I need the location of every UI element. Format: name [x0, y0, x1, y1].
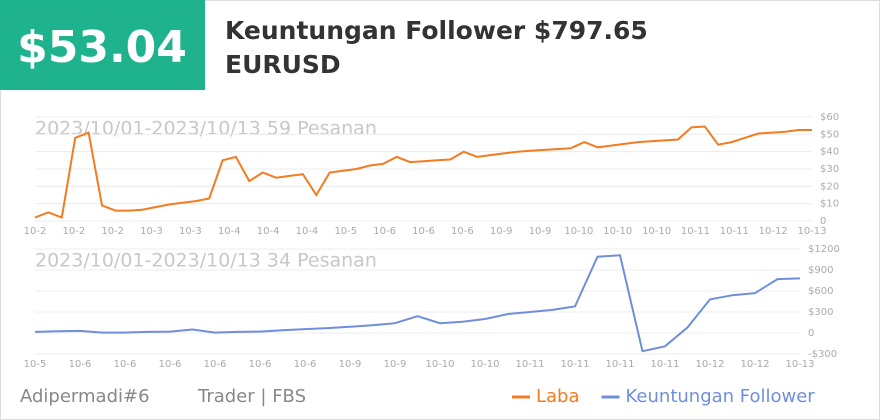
- x-tick-label: 10-11: [720, 226, 749, 237]
- x-tick-label: 10-13: [797, 226, 826, 237]
- x-tick-label: 10-3: [179, 226, 202, 237]
- x-tick-label: 10-5: [334, 226, 357, 237]
- y-tick-label: $50: [820, 129, 839, 140]
- chart-subtitle: 2023/10/01-2023/10/13 59 Pesanan: [35, 118, 377, 140]
- x-tick-label: 10-10: [642, 226, 671, 237]
- chart-subtitle: 2023/10/01-2023/10/13 34 Pesanan: [35, 250, 377, 272]
- amount: $53.04: [17, 22, 187, 73]
- x-tick-label: 10-6: [373, 226, 396, 237]
- x-tick-label: 10-9: [339, 359, 362, 370]
- y-tick-label: 0: [820, 216, 826, 227]
- y-tick-label: $40: [820, 147, 839, 158]
- x-tick-label: 10-13: [785, 359, 814, 370]
- user: Adipermadi#6: [20, 386, 150, 407]
- x-tick-label: 10-9: [490, 226, 513, 237]
- role: Trader | FBS: [197, 386, 306, 407]
- y-tick-label: $900: [808, 265, 833, 276]
- y-tick-label: $30: [820, 164, 839, 175]
- x-tick-label: 10-4: [296, 226, 319, 237]
- symbol: EURUSD: [225, 50, 341, 79]
- x-tick-label: 10-3: [140, 226, 163, 237]
- x-tick-label: 10-6: [114, 359, 137, 370]
- x-tick-label: 10-11: [681, 226, 710, 237]
- y-tick-label: $1200: [808, 244, 840, 255]
- x-tick-label: 10-9: [384, 359, 407, 370]
- series-line: [34, 254, 801, 353]
- x-tick-label: 10-11: [515, 359, 544, 370]
- x-tick-label: 10-4: [218, 226, 241, 237]
- x-tick-label: 10-2: [24, 226, 47, 237]
- x-tick-label: 10-6: [451, 226, 474, 237]
- x-tick-label: 10-9: [529, 226, 552, 237]
- x-tick-label: 10-10: [425, 359, 454, 370]
- y-tick-label: $10: [820, 199, 839, 210]
- y-tick-label: $600: [808, 286, 833, 297]
- legend-label: Keuntungan Follower: [626, 386, 816, 407]
- x-tick-label: 10-12: [695, 359, 724, 370]
- y-tick-label: 0: [808, 328, 814, 339]
- x-tick-label: 10-2: [62, 226, 85, 237]
- x-tick-label: 10-4: [257, 226, 280, 237]
- x-tick-label: 10-11: [650, 359, 679, 370]
- x-tick-label: 10-6: [204, 359, 227, 370]
- x-tick-label: 10-2: [101, 226, 124, 237]
- x-tick-label: 10-12: [740, 359, 769, 370]
- x-tick-label: 10-6: [159, 359, 182, 370]
- x-tick-label: 10-6: [412, 226, 435, 237]
- x-tick-label: 10-12: [759, 226, 788, 237]
- amount-box: [0, 0, 205, 90]
- legend-label: Laba: [536, 386, 580, 407]
- y-tick-label: -$300: [808, 349, 837, 360]
- x-tick-label: 10-10: [470, 359, 499, 370]
- x-tick-label: 10-6: [294, 359, 317, 370]
- x-tick-label: 10-6: [69, 359, 92, 370]
- x-tick-label: 10-10: [564, 226, 593, 237]
- series-line: [34, 125, 812, 219]
- title: Keuntungan Follower $797.65: [225, 16, 648, 45]
- y-tick-label: $300: [808, 307, 833, 318]
- x-tick-label: 10-10: [603, 226, 632, 237]
- x-tick-label: 10-11: [605, 359, 634, 370]
- y-tick-label: $20: [820, 181, 839, 192]
- y-tick-label: $60: [820, 112, 839, 123]
- x-tick-label: 10-5: [24, 359, 47, 370]
- x-tick-label: 10-6: [249, 359, 272, 370]
- x-tick-label: 10-11: [560, 359, 589, 370]
